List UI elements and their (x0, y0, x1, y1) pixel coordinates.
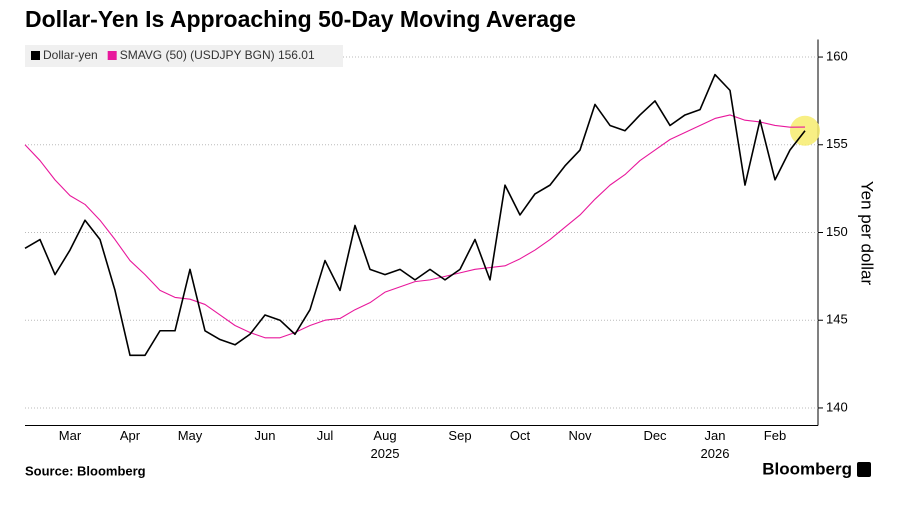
x-tick-label: May (178, 428, 203, 443)
x-tick-label: Jun (255, 428, 276, 443)
x-tick-label: Dec (643, 428, 667, 443)
brand: Bloomberg (762, 459, 852, 478)
legend-swatch (107, 51, 117, 60)
series-line (24, 73, 806, 357)
legend-swatch (31, 51, 40, 60)
x-tick-label: Aug (373, 428, 396, 443)
y-tick-label: 160 (826, 48, 848, 63)
year-label: 2026 (701, 446, 730, 461)
legend-box (25, 45, 343, 67)
x-tick-label: Nov (568, 428, 592, 443)
legend-label: SMAVG (50) (USDJPY BGN) 156.01 (120, 48, 315, 62)
x-tick-label: Feb (764, 428, 786, 443)
y-axis-label: Yen per dollar (858, 181, 877, 286)
year-label: 2025 (371, 446, 400, 461)
x-tick-label: Sep (448, 428, 471, 443)
x-tick-label: Jul (317, 428, 334, 443)
x-tick-label: Mar (59, 428, 82, 443)
y-tick-label: 155 (826, 136, 848, 151)
series-line (24, 114, 806, 339)
y-tick-label: 140 (826, 399, 848, 414)
y-tick-label: 150 (826, 224, 848, 239)
x-tick-label: Jan (705, 428, 726, 443)
legend-label: Dollar-yen (43, 48, 98, 62)
x-tick-label: Apr (120, 428, 141, 443)
x-tick-label: Oct (510, 428, 531, 443)
brand-icon (857, 462, 871, 477)
chart-title: Dollar-Yen Is Approaching 50-Day Moving … (25, 6, 576, 32)
y-tick-label: 145 (826, 312, 848, 327)
source: Source: Bloomberg (25, 463, 146, 478)
